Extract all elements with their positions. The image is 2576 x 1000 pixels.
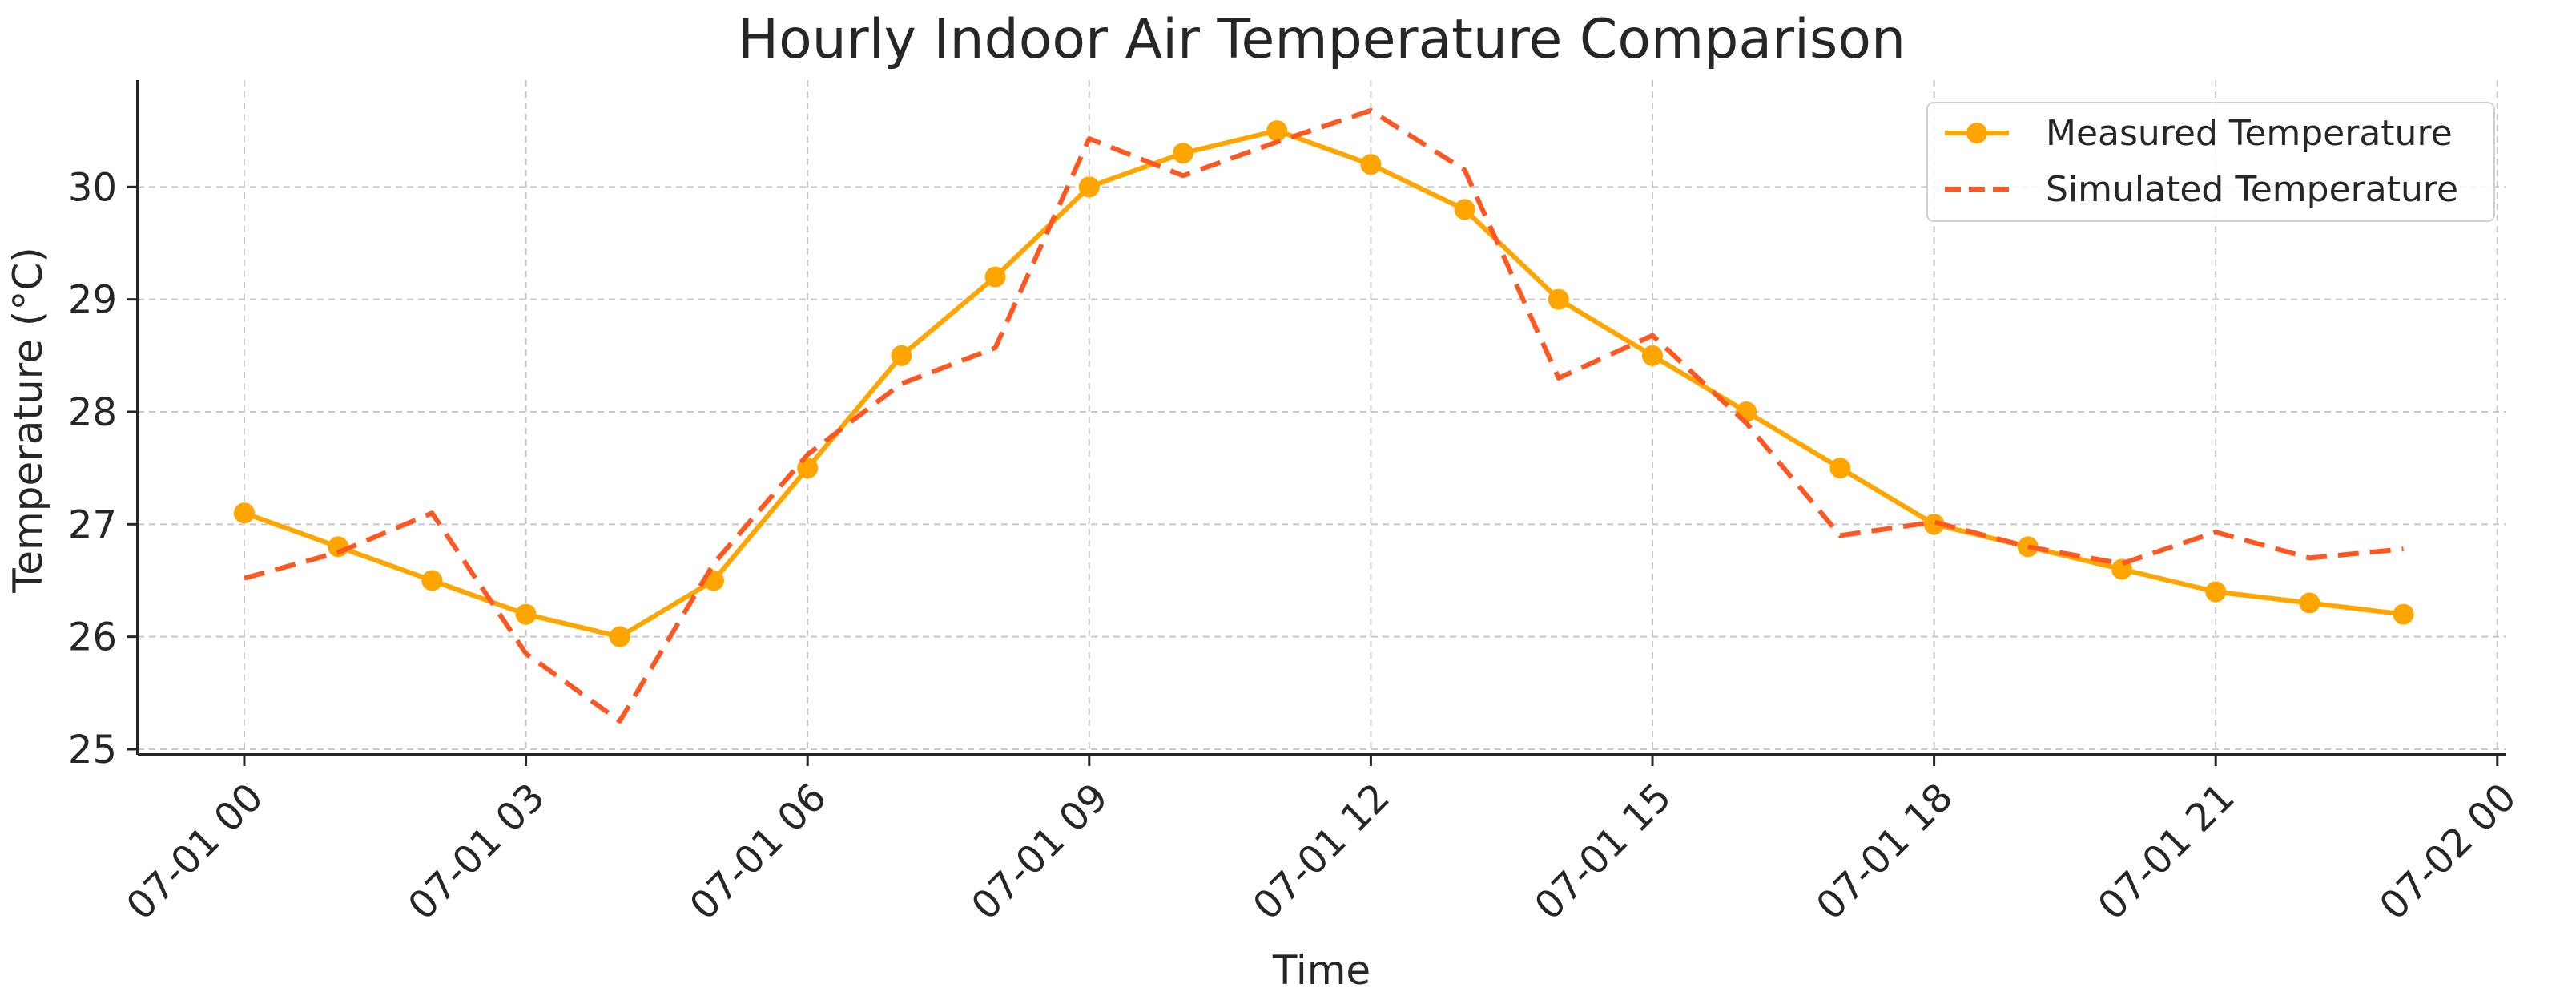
x-tick-label: 07-01 06 — [681, 775, 835, 929]
x-tick-label: 07-01 21 — [2089, 775, 2243, 929]
data-point — [1360, 154, 1382, 175]
x-tick-label: 07-02 00 — [2371, 775, 2525, 929]
y-tick-label: 25 — [68, 728, 117, 772]
data-point — [1266, 120, 1288, 142]
axes — [136, 80, 2506, 756]
data-point — [891, 345, 912, 366]
data-point — [421, 570, 443, 591]
legend-marker — [1966, 123, 1987, 143]
x-tick-label: 07-01 03 — [400, 775, 553, 929]
x-tick-label: 07-01 09 — [963, 775, 1117, 929]
legend-label: Simulated Temperature — [2046, 169, 2458, 210]
data-point — [2205, 581, 2227, 603]
ticks: 07-01 00 07-01 03 07-01 06 07-01 09 07-01 12… — [68, 165, 2525, 929]
data-point — [1173, 143, 1193, 164]
x-tick-label: 07-01 18 — [1808, 775, 1962, 929]
data-point — [609, 626, 630, 647]
data-point — [2299, 592, 2320, 614]
y-tick-label: 29 — [68, 278, 117, 323]
y-tick-label: 28 — [68, 390, 117, 435]
legend-label: Measured Temperature — [2046, 113, 2453, 154]
data-point — [1548, 288, 1569, 310]
y-tick-label: 30 — [68, 165, 117, 210]
y-tick-label: 27 — [68, 502, 117, 547]
x-tick-label: 07-01 12 — [1245, 775, 1399, 929]
data-point — [1923, 514, 1945, 535]
data-point — [1829, 458, 1851, 479]
y-tick-label: 26 — [68, 615, 117, 660]
x-axis-label: Time — [1272, 947, 1371, 994]
x-tick-label: 07-01 15 — [1526, 775, 1680, 929]
data-point — [515, 603, 537, 625]
series-layer — [234, 107, 2414, 724]
legend-box — [1926, 102, 2495, 222]
grid — [138, 80, 2506, 755]
x-tick-label: 07-01 00 — [118, 775, 272, 929]
data-point — [2393, 603, 2414, 625]
series-line-1 — [244, 107, 2404, 724]
y-axis-label: Temperature (°C) — [5, 247, 51, 594]
data-point — [1078, 176, 1100, 198]
legend: Measured Temperature Simulated Temperatur… — [1926, 102, 2495, 222]
chart-title: Hourly Indoor Air Temperature Comparison — [738, 8, 1906, 71]
data-point — [984, 266, 1006, 288]
data-point — [234, 502, 255, 524]
data-point — [1454, 199, 1475, 220]
data-point — [1642, 345, 1663, 366]
